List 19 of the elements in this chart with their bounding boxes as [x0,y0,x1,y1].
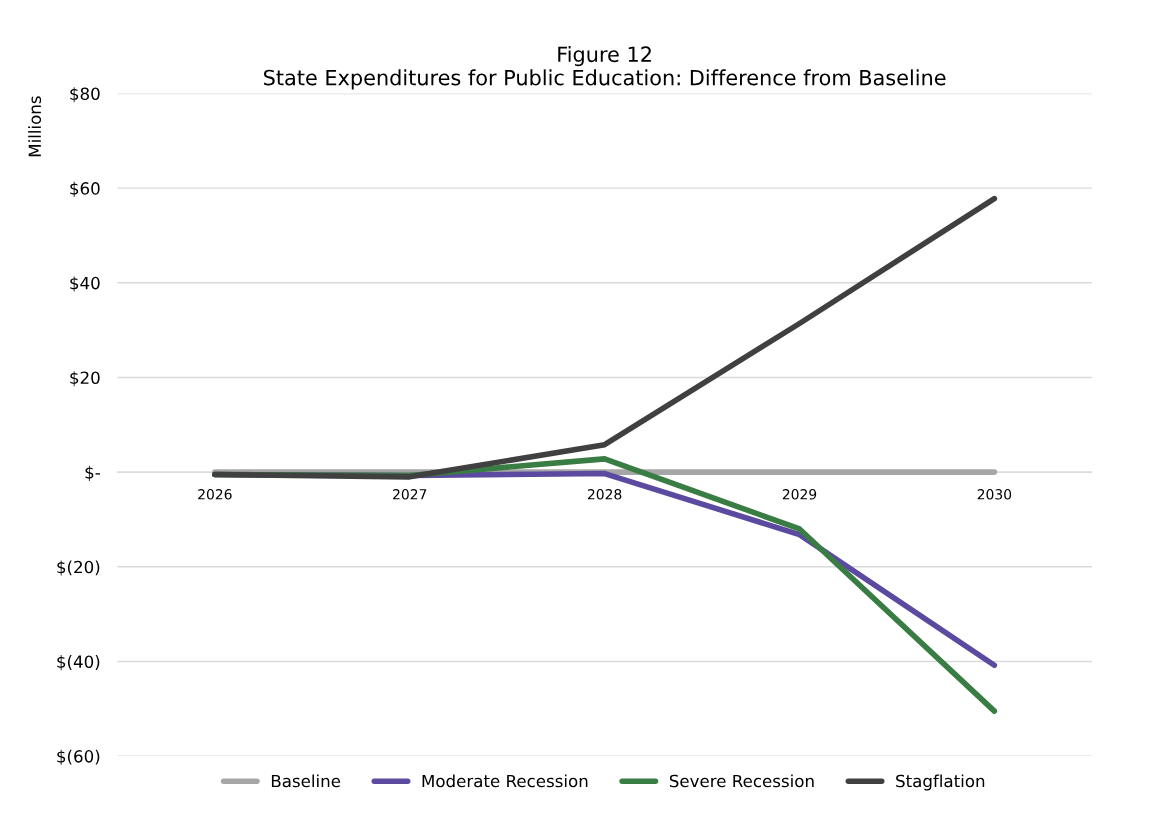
y-tick-label: $80 [70,87,100,103]
x-tick-label: 2028 [587,489,622,500]
y-tick-label: $(60) [57,749,100,765]
legend-label: Moderate Recession [422,774,588,788]
legend-label: Stagflation [896,774,985,791]
y-tick-label: $20 [70,371,100,387]
y-tick-label: $(40) [57,655,100,671]
legend-label: Severe Recession [669,774,814,788]
y-tick-label: $- [85,465,100,481]
x-tick-label: 2027 [393,489,427,500]
legend-label: Baseline [271,774,341,788]
x-tick-label: 2030 [977,489,1012,500]
x-tick-label: 2026 [198,489,232,500]
y-tick-label: $40 [70,276,100,292]
x-tick-label: 2029 [782,489,817,500]
chart-title: Figure 12 State Expenditures for Public Education: Difference from Baseline [264,46,946,90]
y-axis-title: Millions [28,96,42,157]
y-tick-label: $60 [70,181,100,197]
y-tick-label: $(20) [57,560,100,576]
